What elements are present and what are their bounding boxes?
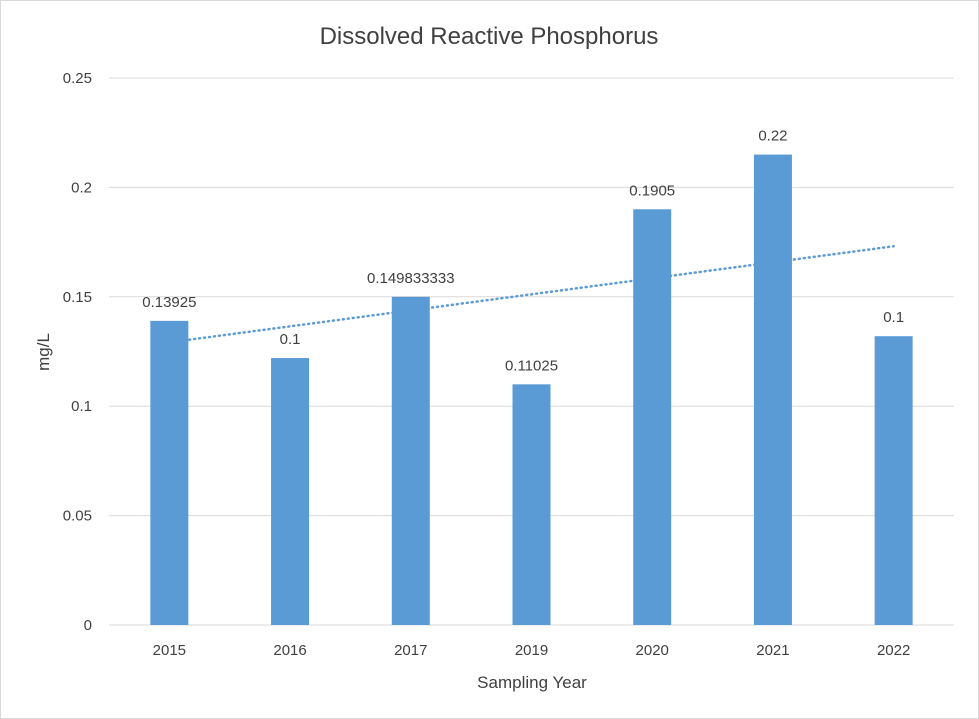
x-axis-label: Sampling Year [477, 673, 587, 692]
bar [512, 384, 551, 625]
y-axis-ticks: 0 0.05 0.1 0.15 0.2 0.25 [63, 70, 92, 634]
data-label: 0.11025 [505, 357, 558, 374]
bar [753, 154, 792, 625]
y-tick-label: 0.2 [71, 179, 92, 196]
x-tick-label: 2019 [515, 642, 548, 659]
data-label: 0.13925 [142, 294, 196, 311]
data-label: 0.149833333 [367, 270, 455, 287]
y-axis-label: mg/L [34, 333, 53, 371]
trendline-group [168, 244, 895, 344]
x-tick-label: 2017 [394, 642, 427, 659]
data-label: 0.1905 [629, 182, 675, 199]
bar [391, 296, 430, 625]
data-labels: 0.13925 0.1 0.149833333 0.11025 0.1905 0.22 0.… [142, 128, 904, 375]
y-tick-label: 0.25 [63, 70, 92, 87]
bar [633, 209, 672, 625]
trendline [168, 244, 895, 344]
bar [874, 336, 913, 625]
x-tick-label: 2015 [153, 642, 186, 659]
x-tick-label: 2020 [636, 642, 669, 659]
chart-title: Dissolved Reactive Phosphorus [320, 23, 659, 50]
y-tick-label: 0 [84, 617, 92, 634]
gridlines [109, 77, 954, 626]
y-tick-label: 0.05 [63, 508, 92, 525]
bar [271, 358, 310, 625]
x-tick-label: 2022 [877, 642, 910, 659]
y-tick-label: 0.15 [63, 289, 92, 306]
y-tick-label: 0.1 [71, 398, 92, 415]
data-label: 0.1 [280, 331, 301, 348]
bars [150, 154, 913, 625]
x-tick-label: 2021 [756, 642, 789, 659]
data-label: 0.22 [758, 128, 787, 145]
data-label: 0.1 [883, 309, 904, 326]
bar [150, 320, 189, 625]
x-tick-label: 2016 [273, 642, 306, 659]
x-axis-ticks: 2015 2016 2017 2019 2020 2021 2022 [153, 642, 911, 659]
